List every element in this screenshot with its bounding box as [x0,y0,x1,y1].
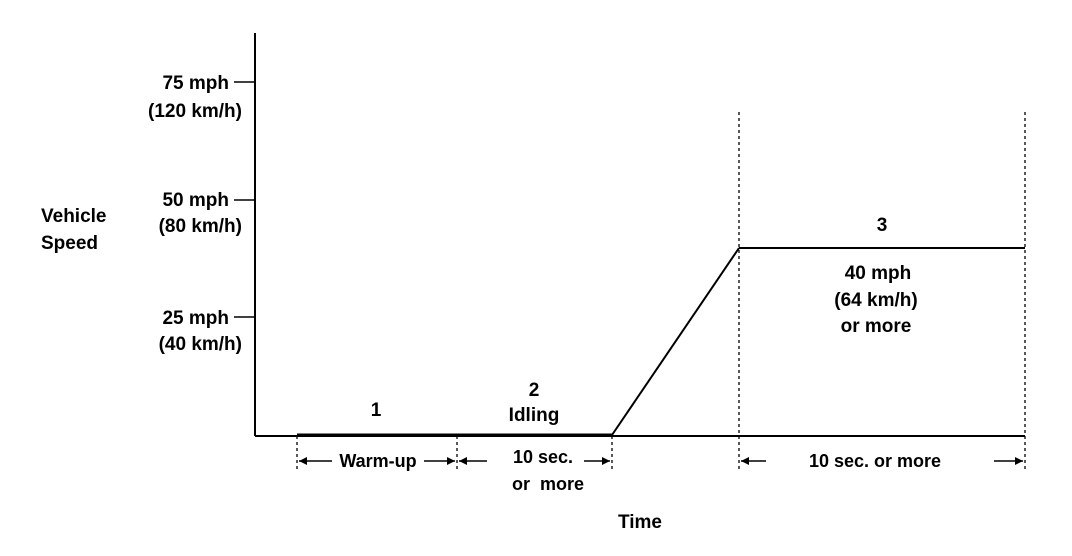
y-axis-title-line1: Vehicle [41,206,107,227]
y-tick-label-50-kmh: (80 km/h) [159,216,242,237]
phase-1-number: 1 [371,400,382,421]
y-tick-label-75-mph: 75 mph [162,73,229,94]
y-tick-label-50-mph: 50 mph [162,190,229,211]
cruise-duration-label: 10 sec. or more [809,451,941,471]
phase-3-speed-line2: (64 km/h) [834,290,917,311]
phase-3-speed-line1: 40 mph [845,263,912,284]
x-axis-title: Time [618,512,662,533]
warmup-duration-label: Warm-up [339,451,416,471]
idle-duration-line1: 10 sec. [513,447,573,467]
y-tick-label-25-mph: 25 mph [162,308,229,329]
phase-3-speed-line3: or more [841,316,912,337]
speed-profile-acceleration-ramp [611,247,740,436]
idle-duration-line2: or more [512,474,584,494]
phase-2-number: 2 [529,380,540,401]
y-axis-title-line2: Speed [41,233,98,254]
y-tick-label-25-kmh: (40 km/h) [159,334,242,355]
y-tick-label-75-kmh: (120 km/h) [148,101,242,122]
phase-2-name: Idling [509,405,560,426]
phase-3-number: 3 [877,215,888,236]
